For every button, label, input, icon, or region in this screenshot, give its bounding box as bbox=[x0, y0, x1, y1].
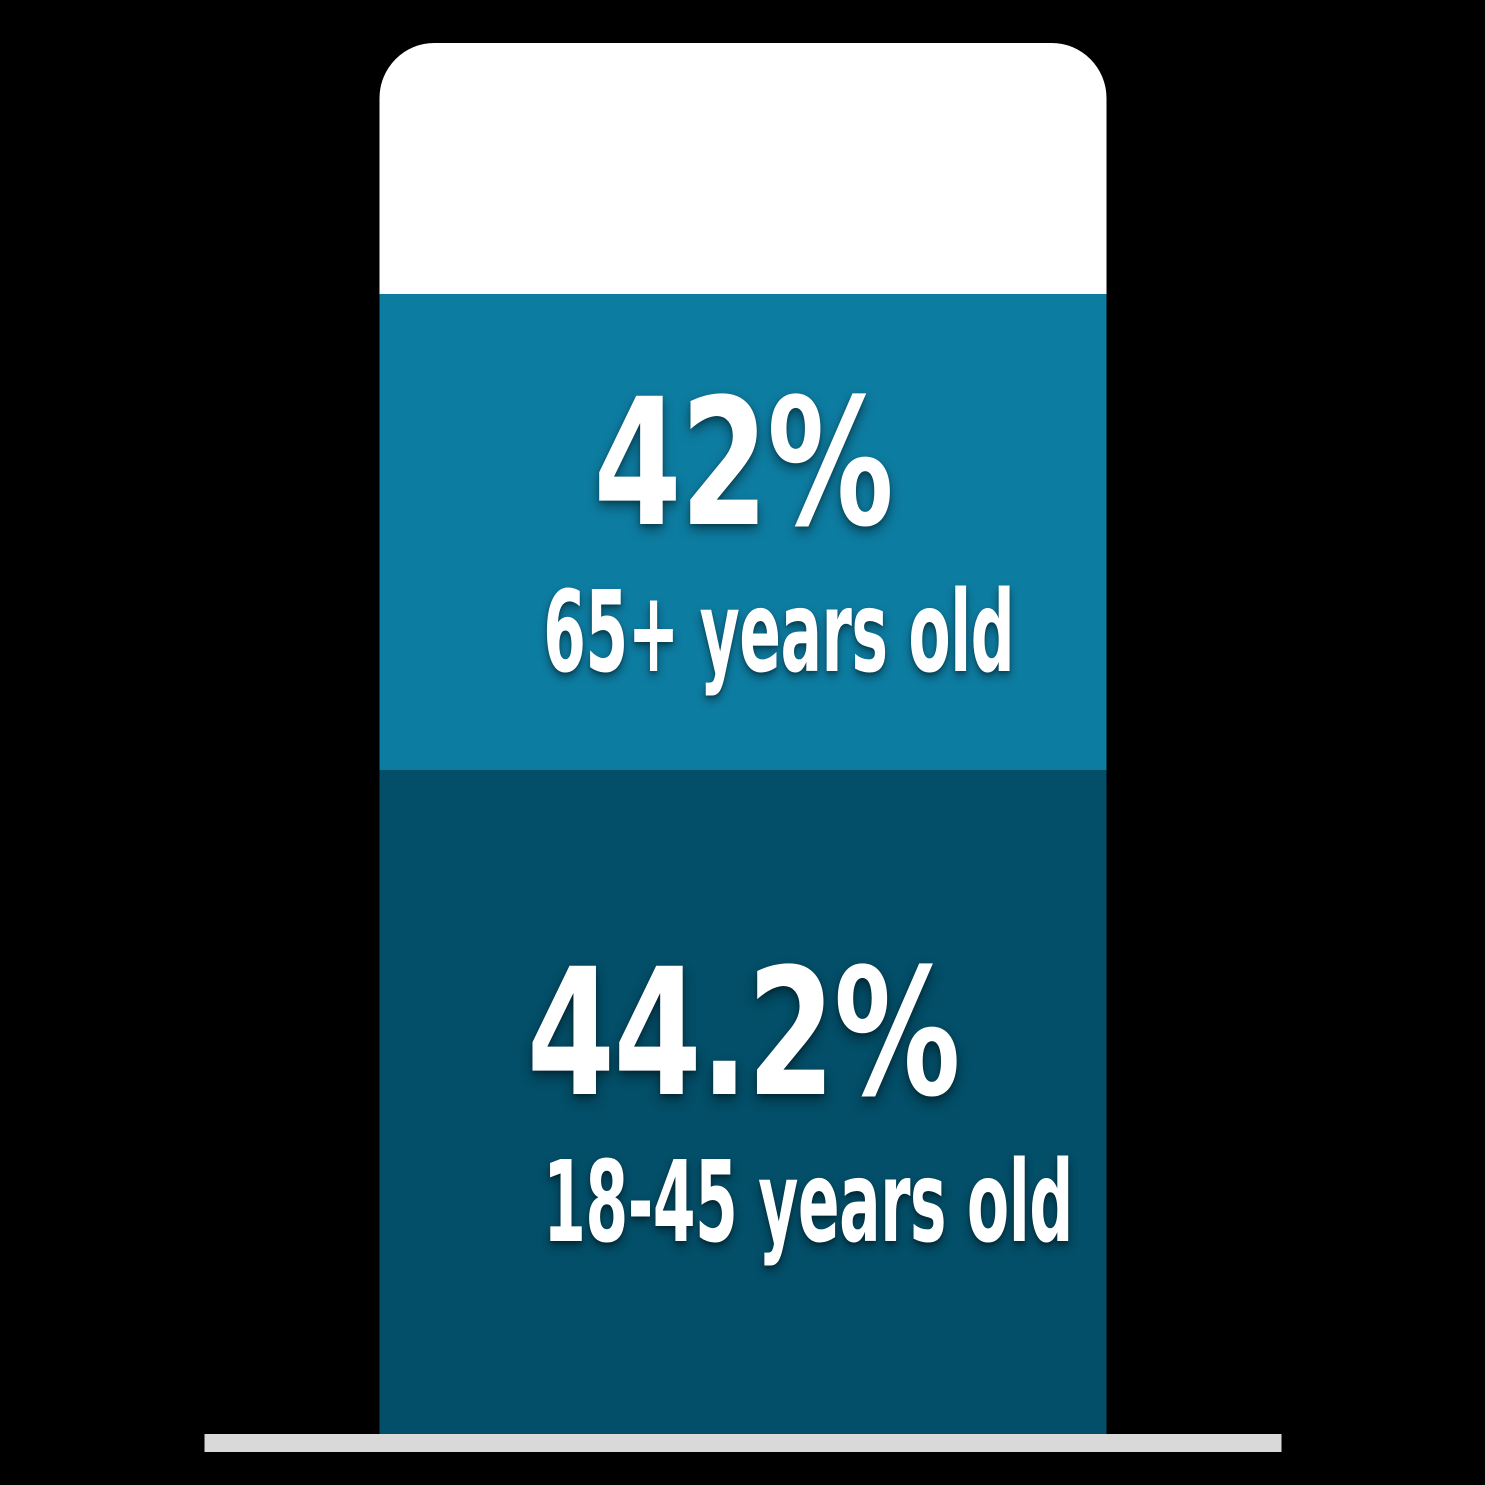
baseline-bar bbox=[204, 1434, 1281, 1452]
bar-segment-65-plus: 42% 65+ years old bbox=[379, 294, 1106, 770]
bar-segment-empty-cap bbox=[379, 43, 1106, 294]
category-label-18-45: 18-45 years old bbox=[542, 1137, 1073, 1268]
bar-segment-18-45: 44.2% 18-45 years old bbox=[379, 770, 1106, 1434]
value-label-65-plus: 42% bbox=[592, 360, 893, 566]
category-label-65-plus: 65+ years old bbox=[542, 567, 1015, 698]
value-label-18-45: 44.2% bbox=[526, 930, 960, 1136]
stacked-bar-column: 42% 65+ years old 44.2% 18-45 years old bbox=[379, 43, 1106, 1434]
